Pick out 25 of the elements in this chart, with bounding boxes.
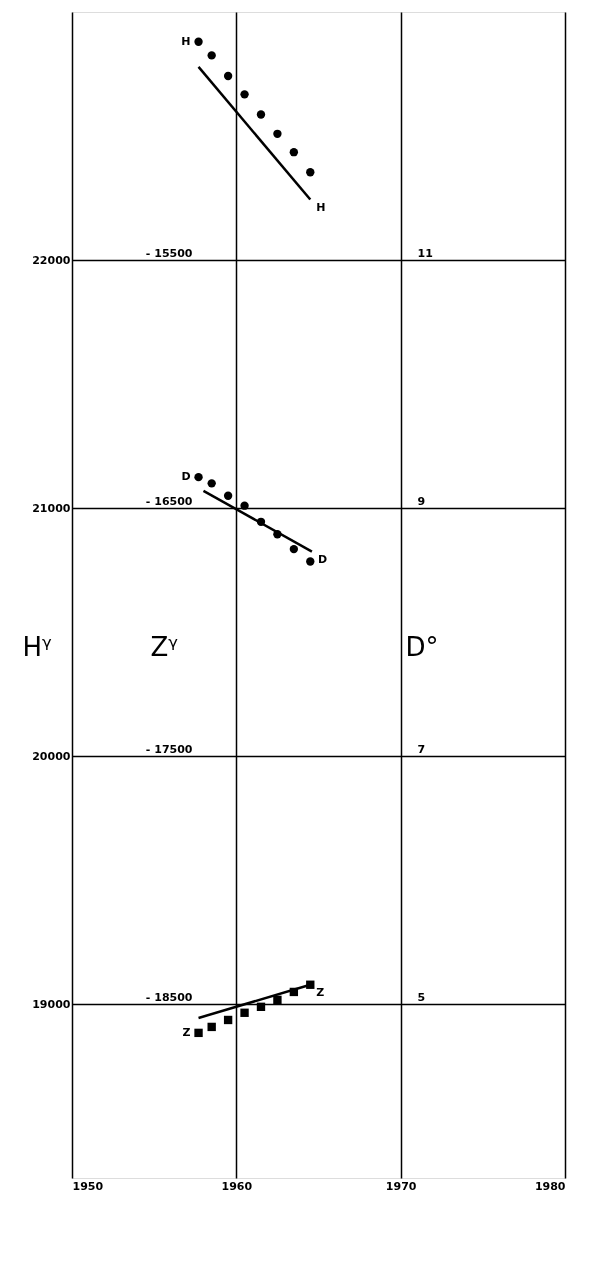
x-tick-label: 1960	[221, 1179, 253, 1193]
y3-axis-title: D°	[405, 631, 439, 662]
x-tick-label: 1950	[72, 1179, 104, 1193]
series-label: H	[181, 34, 191, 48]
y2-axis-title: Zᵞ	[150, 631, 179, 662]
y-tick-label: 21000	[32, 501, 71, 515]
series-label: D	[181, 470, 191, 484]
y3-tick-label: 5	[417, 990, 426, 1004]
y2-tick-label: - 17500	[145, 742, 193, 756]
series-label: H	[316, 200, 326, 214]
y3-tick-label: 7	[417, 742, 426, 756]
x-tick-label: 1970	[385, 1179, 417, 1193]
series-label: D	[317, 552, 328, 566]
y2-tick-label: - 18500	[145, 990, 193, 1004]
y-tick-label: 19000	[32, 997, 71, 1011]
y-axis-title: Hᵞ	[22, 631, 53, 662]
series-label: Z	[182, 1025, 191, 1039]
x-tick-label: 1980	[534, 1179, 566, 1193]
y-tick-label: 22000	[32, 253, 71, 267]
y2-tick-label: - 15500	[145, 246, 193, 260]
y-tick-label: 20000	[32, 749, 71, 763]
series-label: Z	[316, 985, 325, 999]
y3-tick-label: 9	[417, 494, 426, 508]
y3-tick-label: 11	[417, 246, 433, 260]
y2-tick-label: - 16500	[145, 494, 193, 508]
